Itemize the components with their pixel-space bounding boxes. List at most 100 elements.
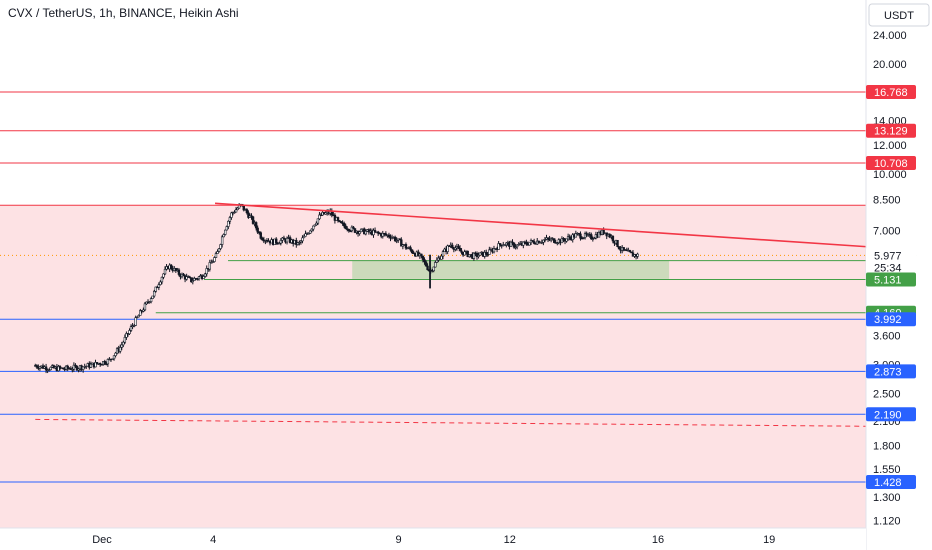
currency-button[interactable]	[868, 3, 930, 27]
resistance-zone	[0, 205, 866, 528]
candle-body	[230, 212, 233, 218]
candle-body	[307, 233, 310, 235]
candle-body	[602, 229, 605, 234]
candle-body	[208, 262, 212, 270]
candle-body	[511, 241, 514, 244]
candle-body	[528, 242, 531, 246]
candle-body	[562, 238, 565, 241]
candle-body	[582, 237, 585, 239]
y-tick-label: 7.000	[873, 225, 901, 237]
candle-body	[498, 243, 502, 246]
descending-trendline[interactable]	[215, 202, 872, 248]
candle-body	[509, 241, 513, 247]
candle-body	[537, 240, 540, 244]
candle-body	[100, 364, 103, 366]
time-axis[interactable]: Dec 4 9 12 16 19	[92, 534, 775, 546]
candle-body	[66, 365, 69, 369]
candle-body	[188, 276, 191, 279]
candle-body	[398, 238, 401, 241]
y-tick-label: 10.000	[873, 169, 907, 181]
candle-body	[169, 264, 173, 270]
candle-body	[423, 259, 426, 263]
candle-body	[151, 295, 154, 299]
candle-body	[400, 239, 403, 247]
candle-body	[85, 365, 88, 368]
candle-body	[228, 217, 232, 222]
candle-body	[275, 238, 278, 244]
candle-body	[546, 237, 550, 240]
candle-body	[245, 209, 249, 214]
candle-body	[119, 347, 122, 352]
candle-body	[312, 225, 315, 230]
price-badge-16.768	[866, 85, 916, 99]
candle-body	[157, 284, 161, 288]
candle-body	[522, 241, 525, 246]
price-badge-1.428	[866, 475, 916, 489]
price-badges: 16.76813.12910.7085.7815.1314.1603.9922.…	[866, 85, 916, 489]
candle-body	[38, 366, 42, 369]
candle-body	[454, 247, 457, 250]
candle-body	[435, 259, 439, 263]
time-axis-background[interactable]	[0, 528, 866, 550]
candle-body	[304, 233, 307, 237]
x-tick-label: Dec	[92, 534, 112, 546]
candle-body	[72, 364, 76, 370]
candle-body	[622, 247, 625, 251]
candle-body	[478, 252, 482, 256]
candle-body	[163, 268, 167, 275]
candle-body	[339, 221, 343, 224]
y-tick-label: 1.550	[873, 464, 901, 476]
price-badge-3.992	[866, 312, 916, 327]
candle-body	[202, 276, 205, 279]
candle-body	[185, 276, 188, 280]
candle-body	[233, 211, 236, 214]
candle-body	[395, 239, 398, 242]
candle-body	[279, 240, 283, 244]
candle-body	[74, 364, 77, 367]
current-price-label: 5.977	[874, 250, 902, 262]
candle-body	[134, 317, 137, 326]
candle-body	[441, 251, 445, 257]
candle-body	[298, 241, 301, 244]
candle-body	[381, 233, 384, 237]
price-badge-2.873	[866, 364, 916, 379]
candle-body	[162, 273, 165, 278]
candle-body	[579, 233, 582, 239]
candle-body	[485, 252, 488, 255]
support-box	[352, 260, 670, 279]
candle-body	[224, 229, 227, 235]
candle-body	[560, 238, 564, 244]
drawings	[35, 202, 872, 427]
dashed-support-line[interactable]	[35, 418, 872, 427]
candle-body	[35, 365, 39, 368]
candle-body	[525, 242, 528, 245]
candle-body	[617, 246, 621, 250]
candle-body	[446, 245, 449, 252]
candle-body	[347, 228, 351, 232]
candle-body	[236, 207, 239, 210]
candle-body	[142, 309, 145, 312]
candle-body	[254, 222, 258, 229]
candle-body	[136, 316, 139, 319]
price-axis[interactable]: 24.00020.00014.00012.00010.0008.5007.000…	[873, 30, 907, 527]
candle-body	[583, 233, 587, 238]
candle-body	[426, 265, 429, 271]
candle-body	[191, 280, 195, 283]
candle-body	[636, 253, 639, 257]
candle-body	[393, 236, 397, 242]
x-tick-label: 19	[763, 534, 775, 546]
candle-body	[568, 236, 571, 239]
candle-body	[256, 227, 259, 233]
candle-body	[227, 220, 230, 227]
candle-body	[364, 231, 367, 235]
y-tick-label: 1.120	[873, 515, 901, 527]
candle-body	[401, 244, 405, 247]
x-tick-label: 4	[210, 534, 216, 546]
candle-body	[315, 222, 318, 226]
candle-body	[512, 242, 516, 248]
candle-body	[61, 367, 65, 370]
candle-body	[359, 228, 363, 233]
current-price-badge	[866, 248, 916, 273]
candle-body	[463, 251, 466, 256]
